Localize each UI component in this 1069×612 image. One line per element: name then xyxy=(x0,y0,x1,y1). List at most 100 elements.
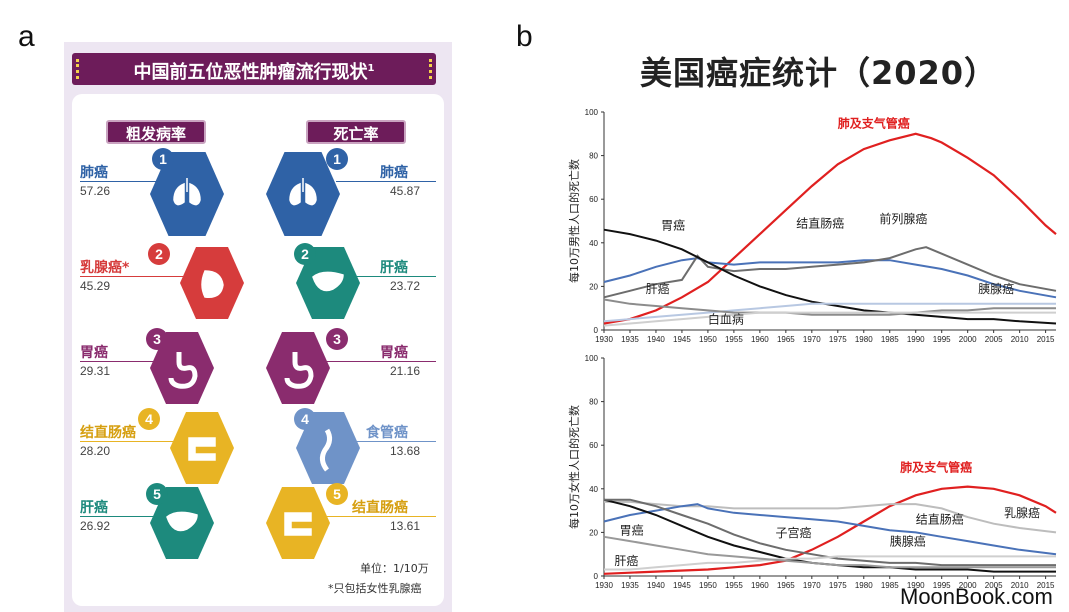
mort-rank-4: 4 xyxy=(294,408,316,430)
x-tick-label: 2015 xyxy=(1037,581,1055,590)
infographic-card xyxy=(72,94,444,606)
dotted-ornament-left xyxy=(76,59,83,79)
y-tick-label: 100 xyxy=(585,108,599,117)
series-label-2-6: 胰腺癌 xyxy=(890,533,926,548)
series-label-1-3: 前列腺癌 xyxy=(879,211,927,226)
y-tick-label: 60 xyxy=(589,441,598,450)
inc-hex-4 xyxy=(170,412,234,484)
series-line-2-3 xyxy=(603,503,1057,556)
series-line-1-5 xyxy=(603,302,1056,323)
mort-name-1: 肺癌 xyxy=(380,165,408,181)
x-tick-label: 1945 xyxy=(673,335,691,344)
y-tick-label: 0 xyxy=(594,572,599,581)
inc-underline-4 xyxy=(80,441,176,442)
series-label-1-6: 肝癌 xyxy=(646,281,670,296)
incidence-header: 粗发病率 xyxy=(106,120,206,144)
inc-underline-3 xyxy=(80,361,156,362)
mort-rank-5: 5 xyxy=(326,483,348,505)
mort-value-5: 13.61 xyxy=(390,519,421,533)
x-tick-label: 1995 xyxy=(933,335,951,344)
x-tick-label: 1950 xyxy=(699,335,717,344)
footnote: *只包括女性乳腺癌 xyxy=(328,582,422,595)
x-tick-label: 1975 xyxy=(829,335,847,344)
x-tick-label: 2000 xyxy=(959,335,977,344)
x-tick-label: 1980 xyxy=(855,335,873,344)
y-tick-label: 60 xyxy=(589,195,598,204)
inc-underline-1 xyxy=(80,181,156,182)
mort-value-2: 23.72 xyxy=(390,279,421,293)
mort-hex-3 xyxy=(266,332,330,404)
x-tick-label: 1935 xyxy=(621,581,639,590)
watermark: MoonBook.com xyxy=(900,584,1053,609)
y-tick-label: 40 xyxy=(589,239,598,248)
inc-name-2: 乳腺癌* xyxy=(80,260,130,276)
series-label-2-3: 结直肠癌 xyxy=(916,512,964,527)
x-tick-label: 1930 xyxy=(595,335,613,344)
series-label-2-4: 胃癌 xyxy=(620,523,644,538)
series-label-1-1: 肺及支气管癌 xyxy=(838,115,910,130)
hex-shape xyxy=(266,487,330,559)
hex-shape xyxy=(266,152,340,236)
x-tick-label: 1970 xyxy=(803,581,821,590)
inc-value-1: 57.26 xyxy=(80,184,111,198)
liver-icon xyxy=(166,511,198,532)
series-label-2-5: 子宫癌 xyxy=(775,525,811,540)
x-tick-label: 1970 xyxy=(803,335,821,344)
x-tick-label: 1990 xyxy=(907,335,925,344)
series-line-2-4 xyxy=(603,498,1056,573)
line-charts: 0 20 40 60 80 100 1930 1935 1940 1945 1950 1955 1960… xyxy=(567,108,1057,590)
intestine-icon xyxy=(284,512,312,536)
mort-value-4: 13.68 xyxy=(390,444,421,458)
x-tick-label: 1960 xyxy=(751,581,769,590)
inc-rank-5: 5 xyxy=(146,483,168,505)
series-line-2-2 xyxy=(604,500,1057,534)
infographic-title: 中国前五位恶性肿瘤流行现状 xyxy=(133,62,368,83)
inc-value-3: 29.31 xyxy=(80,364,111,378)
inc-name-1: 肺癌 xyxy=(80,165,108,181)
series-line-1-2 xyxy=(603,257,1057,299)
inc-value-4: 28.20 xyxy=(80,444,111,458)
lung-icon xyxy=(289,178,317,206)
panel-label-b: b xyxy=(516,20,533,53)
esophagus-icon xyxy=(319,428,333,472)
y-tick-label: 100 xyxy=(585,354,599,363)
y-axis-label-1: 每10万男性人口的死亡数 xyxy=(567,159,581,283)
series-label-1-4: 胃癌 xyxy=(661,218,685,233)
hex-shape xyxy=(170,412,234,484)
series-label-2-2: 乳腺癌 xyxy=(1004,505,1040,520)
y-tick-label: 20 xyxy=(589,528,598,537)
mort-underline-2 xyxy=(356,276,436,277)
infographic-title-bar: 中国前五位恶性肿瘤流行现状1 xyxy=(72,53,436,85)
mort-hex-4 xyxy=(296,412,360,484)
series-label-2-1: 肺及支气管癌 xyxy=(900,459,972,474)
stomach-icon xyxy=(168,352,198,389)
series-line-1-1 xyxy=(603,132,1057,325)
mort-underline-1 xyxy=(336,181,436,182)
mort-rank-1: 1 xyxy=(326,148,348,170)
stomach-icon xyxy=(284,352,314,389)
x-tick-label: 1945 xyxy=(673,581,691,590)
inc-name-4: 结直肠癌 xyxy=(80,425,136,441)
x-tick-label: 1985 xyxy=(881,335,899,344)
series-line-2-1 xyxy=(603,485,1057,575)
mortality-header: 死亡率 xyxy=(306,120,406,144)
inc-hex-5 xyxy=(150,487,214,559)
x-tick-label: 1950 xyxy=(699,581,717,590)
x-tick-label: 1955 xyxy=(725,581,743,590)
series-label-1-5: 胰腺癌 xyxy=(978,281,1014,296)
inc-name-5: 肝癌 xyxy=(80,500,108,516)
x-tick-label: 2005 xyxy=(985,335,1003,344)
unit-note: 单位：1/10万 xyxy=(360,562,429,575)
x-tick-label: 1975 xyxy=(829,581,847,590)
series-line-1-7 xyxy=(603,311,1056,327)
x-tick-label: 2015 xyxy=(1037,335,1055,344)
dotted-ornament-right xyxy=(429,59,436,79)
mort-hex-5 xyxy=(266,487,330,559)
chart-title: 美国癌症统计（2020） xyxy=(640,54,998,92)
lung-icon xyxy=(173,178,201,206)
x-tick-label: 1930 xyxy=(595,581,613,590)
panel-label-a: a xyxy=(18,20,35,53)
mort-rank-2: 2 xyxy=(294,243,316,265)
x-tick-label: 1960 xyxy=(751,335,769,344)
inc-underline-5 xyxy=(80,516,156,517)
